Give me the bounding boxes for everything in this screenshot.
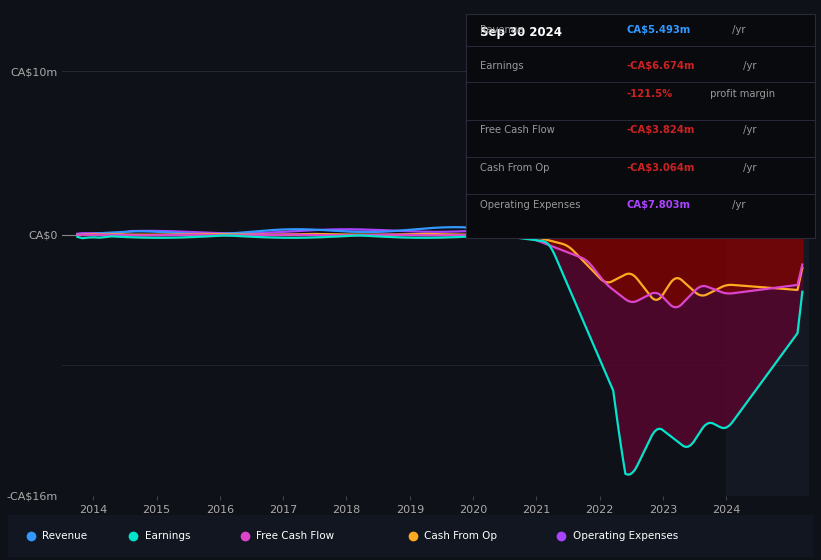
Text: -CA$3.064m: -CA$3.064m xyxy=(627,163,695,173)
Text: /yr: /yr xyxy=(729,25,745,35)
Text: Sep 30 2024: Sep 30 2024 xyxy=(480,26,562,39)
Bar xyxy=(727,22,809,496)
Text: -CA$6.674m: -CA$6.674m xyxy=(627,61,695,71)
Text: /yr: /yr xyxy=(729,200,745,210)
Text: Free Cash Flow: Free Cash Flow xyxy=(256,531,334,541)
Text: Free Cash Flow: Free Cash Flow xyxy=(480,125,555,135)
Text: Cash From Op: Cash From Op xyxy=(480,163,550,173)
Text: Cash From Op: Cash From Op xyxy=(424,531,497,541)
Text: CA$5.493m: CA$5.493m xyxy=(627,25,691,35)
Text: Operating Expenses: Operating Expenses xyxy=(572,531,678,541)
Text: -121.5%: -121.5% xyxy=(627,89,673,99)
Text: /yr: /yr xyxy=(741,125,757,135)
Text: /yr: /yr xyxy=(741,163,757,173)
Text: Revenue: Revenue xyxy=(480,25,524,35)
Text: Earnings: Earnings xyxy=(480,61,524,71)
Text: profit margin: profit margin xyxy=(707,89,775,99)
Text: /yr: /yr xyxy=(741,61,757,71)
Text: Earnings: Earnings xyxy=(144,531,190,541)
Text: Revenue: Revenue xyxy=(42,531,87,541)
Text: Operating Expenses: Operating Expenses xyxy=(480,200,580,210)
Text: CA$7.803m: CA$7.803m xyxy=(627,200,690,210)
Text: -CA$3.824m: -CA$3.824m xyxy=(627,125,695,135)
